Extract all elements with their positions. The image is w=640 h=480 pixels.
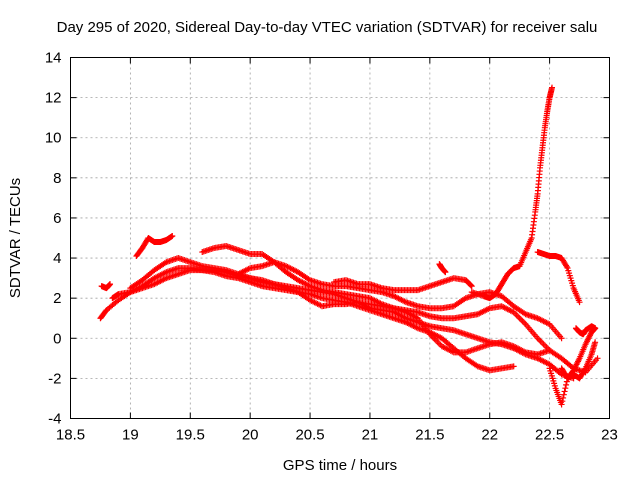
- data-point: [558, 335, 565, 342]
- satellite-track-d: [133, 232, 176, 260]
- satellite-track-h: [436, 261, 449, 276]
- satellite-track-e: [199, 243, 601, 376]
- data-point: [581, 366, 588, 373]
- y-tick-label: 10: [45, 130, 62, 147]
- satellite-track-i: [468, 84, 556, 302]
- y-tick-label: 2: [53, 290, 61, 307]
- data-point: [560, 391, 567, 398]
- data-point: [560, 394, 567, 401]
- data-point: [442, 269, 449, 276]
- y-tick-label: 8: [53, 170, 61, 187]
- x-tick-label: 20.5: [295, 427, 324, 444]
- y-tick-label: 0: [53, 330, 61, 347]
- grid: [70, 57, 610, 419]
- x-tick-label: 22: [481, 427, 498, 444]
- x-axis-label: GPS time / hours: [283, 457, 397, 474]
- data-point: [549, 84, 556, 91]
- data-point: [594, 355, 601, 362]
- data-point: [510, 363, 517, 370]
- x-tick-label: 22.5: [535, 427, 564, 444]
- x-tick-label: 19: [122, 427, 139, 444]
- x-tick-label: 20: [242, 427, 259, 444]
- y-tick-label: 12: [45, 90, 62, 107]
- satellite-track-l: [558, 339, 599, 382]
- y-tick-label: 14: [45, 50, 62, 67]
- y-tick-label: 4: [53, 250, 61, 267]
- chart-title: Day 295 of 2020, Sidereal Day-to-day VTE…: [57, 19, 598, 36]
- data-point: [169, 232, 176, 239]
- data-point: [576, 299, 583, 306]
- x-tick-label: 21.5: [415, 427, 444, 444]
- satellite-track-j: [534, 249, 583, 306]
- data-point: [563, 381, 570, 388]
- data-point: [468, 282, 475, 289]
- axis-ticks: 18.5 19 19.5 20 20.5 21 21.5 22 22.5 23 -4 -2 0 2 4 6 8 1…: [45, 50, 618, 444]
- data-point: [592, 325, 599, 332]
- x-tick-label: 23: [601, 427, 618, 444]
- x-tick-label: 19.5: [176, 427, 205, 444]
- x-tick-label: 21: [362, 427, 379, 444]
- y-tick-label: 6: [53, 210, 61, 227]
- satellite-track-f: [235, 259, 565, 342]
- data-point: [561, 388, 568, 395]
- x-tick-label: 18.5: [56, 427, 85, 444]
- data-points: [97, 84, 601, 408]
- satellite-track-m: [98, 281, 114, 292]
- data-point: [558, 401, 565, 408]
- data-point: [559, 398, 566, 405]
- data-point: [468, 283, 475, 290]
- y-tick-label: -2: [48, 370, 61, 387]
- satellite-track-g: [331, 275, 475, 294]
- data-point: [107, 281, 114, 288]
- satellite-track-n: [572, 323, 599, 338]
- data-point: [562, 385, 569, 392]
- data-point: [592, 339, 599, 346]
- plot-frame: [70, 57, 610, 419]
- y-tick-label: -4: [48, 411, 61, 428]
- y-axis-label: SDTVAR / TECUs: [7, 178, 24, 298]
- data-point: [563, 263, 570, 270]
